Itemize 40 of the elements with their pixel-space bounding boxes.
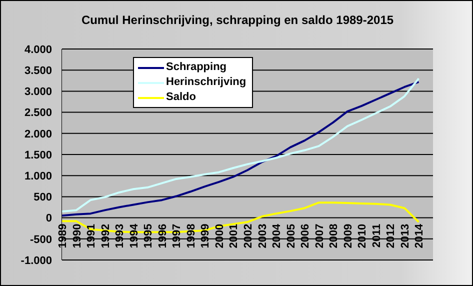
y-tick-label: -500 — [30, 234, 52, 246]
x-tick-label: 1994 — [128, 222, 140, 248]
x-tick-label: 2011 — [370, 224, 383, 248]
x-tick-label: 2007 — [314, 224, 326, 248]
x-tick-label: 2009 — [342, 224, 354, 248]
x-tick-label: 2001 — [228, 224, 240, 248]
x-tick-label: 2010 — [356, 224, 369, 248]
y-tick-label: 3.500 — [24, 65, 52, 78]
y-tick-label: 1.000 — [24, 170, 52, 183]
y-tick-label: 0 — [46, 212, 52, 225]
x-tick-label: 1993 — [114, 224, 126, 248]
y-tick-label: 2.500 — [24, 107, 52, 120]
legend-label: Saldo — [166, 90, 196, 105]
y-tick-label: 500 — [34, 192, 52, 204]
x-tick-label: 2003 — [256, 224, 269, 248]
y-tick-label: 1.500 — [24, 149, 52, 162]
chart-title: Cumul Herinschrijving, schrapping en saldo 1989-2015 — [80, 13, 395, 27]
x-tick-label: 1992 — [100, 224, 112, 248]
legend-label: Schrapping — [166, 60, 227, 75]
x-tick-label: 1996 — [156, 224, 169, 248]
y-tick-label: 4.000 — [24, 44, 52, 56]
x-tick-label: 2013 — [399, 224, 412, 248]
x-tick-label: 1991 — [86, 224, 98, 248]
y-tick-label: -1.000 — [20, 254, 52, 267]
x-tick-label: 2000 — [214, 224, 226, 248]
x-tick-label: 1997 — [171, 224, 184, 248]
x-tick-label: 2005 — [285, 224, 298, 248]
x-tick-label: 2004 — [271, 222, 284, 248]
x-tick-label: 2002 — [242, 224, 254, 248]
y-tick-label: 2.000 — [24, 128, 52, 140]
x-tick-label: 1998 — [185, 224, 198, 248]
x-tick-label: 2006 — [300, 224, 312, 248]
x-tick-label: 2008 — [328, 224, 340, 248]
x-tick-label: 2012 — [385, 224, 398, 248]
x-tick-label: 2014 — [414, 222, 426, 248]
y-tick-label: 3.000 — [24, 86, 52, 98]
x-tick-label: 1995 — [142, 224, 155, 248]
x-tick-label: 1999 — [200, 224, 212, 248]
legend-label: Herinschrijving — [166, 75, 246, 90]
x-tick-label: 1990 — [71, 224, 84, 248]
